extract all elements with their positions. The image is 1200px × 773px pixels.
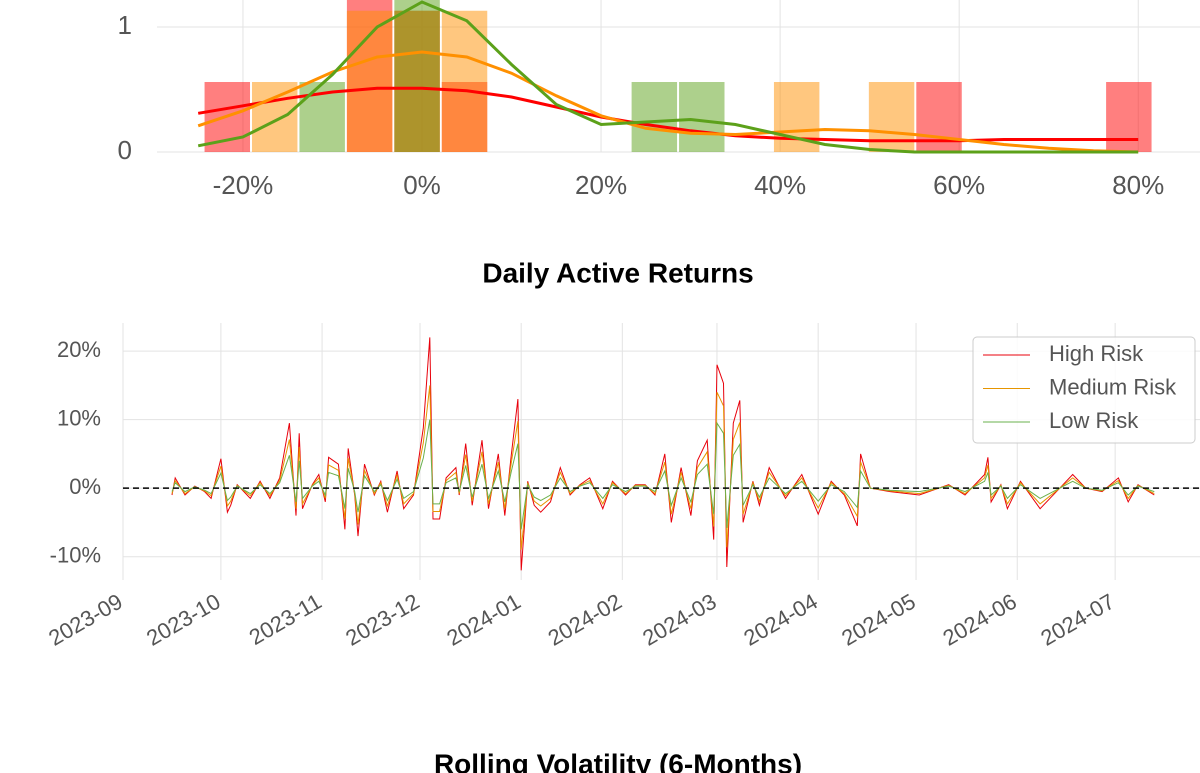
chart-title: Daily Active Returns <box>482 257 753 288</box>
x-tick-label: 2023-12 <box>341 589 423 651</box>
legend-label: Low Risk <box>1049 408 1139 433</box>
x-tick-label: -20% <box>213 170 274 200</box>
x-tick-label: 60% <box>933 170 985 200</box>
y-tick-label: 0 <box>118 135 132 165</box>
x-tick-label: 2024-06 <box>938 589 1020 651</box>
histogram-bar <box>1106 82 1152 152</box>
x-tick-label: 2024-01 <box>442 589 524 651</box>
x-tick-label: 80% <box>1112 170 1164 200</box>
x-tick-label: 2024-02 <box>544 589 626 651</box>
y-tick-label: -10% <box>50 543 101 568</box>
histogram-bar <box>346 10 393 152</box>
x-tick-label: 2024-03 <box>638 589 720 651</box>
x-tick-label: 2024-05 <box>837 589 919 651</box>
kde-line <box>197 86 1139 143</box>
x-tick-label: 2023-10 <box>142 589 224 651</box>
x-tick-label: 2023-09 <box>44 589 126 651</box>
x-tick-label: 0% <box>403 170 441 200</box>
legend-label: High Risk <box>1049 341 1144 366</box>
x-tick-label: 2024-04 <box>739 589 821 651</box>
x-tick-label: 20% <box>575 170 627 200</box>
series-line <box>171 419 1155 530</box>
kde-line <box>197 50 1139 154</box>
y-tick-label: 1 <box>118 10 132 40</box>
y-tick-label: 20% <box>57 337 101 362</box>
kde-line <box>197 0 1139 154</box>
histogram-bar <box>631 82 678 152</box>
y-tick-label: 10% <box>57 405 101 430</box>
legend-box <box>972 336 1196 444</box>
x-tick-label: 40% <box>754 170 806 200</box>
histogram-bar <box>394 0 440 152</box>
x-tick-label: 2024-07 <box>1036 589 1118 651</box>
x-tick-label: 2023-11 <box>245 589 326 650</box>
chart-title: Rolling Volatility (6-Months) <box>434 748 802 773</box>
y-tick-label: 0% <box>69 474 101 499</box>
histogram-bar <box>252 82 298 152</box>
histogram-bar <box>679 82 725 152</box>
legend-label: Medium Risk <box>1049 374 1177 399</box>
histogram-bar <box>441 10 488 152</box>
